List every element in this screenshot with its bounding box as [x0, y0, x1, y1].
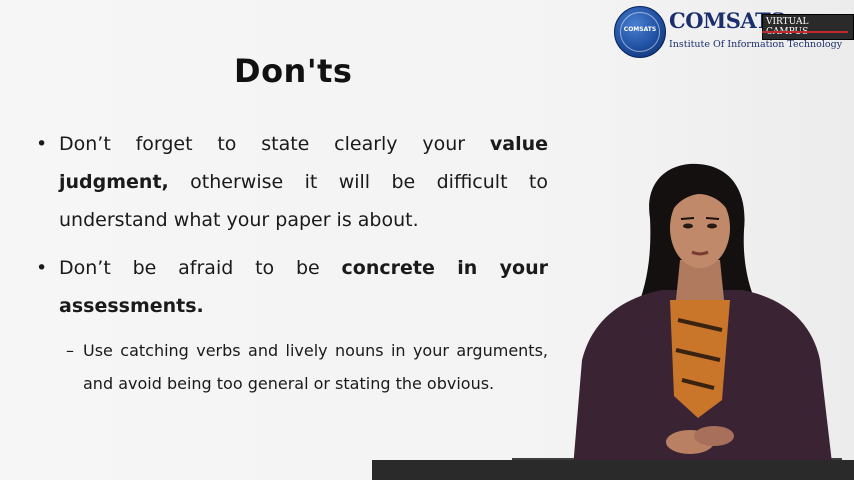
bullet-2-text: Don’t be afraid to be: [59, 257, 342, 279]
globe-icon: COMSATS: [614, 6, 666, 58]
bullet-1-text: Don’t forget to state clearly your: [59, 133, 490, 155]
bullet-1-text-after: otherwise it will be difficult to unders…: [59, 171, 548, 231]
logo-tag: VIRTUAL CAMPUS: [762, 14, 854, 40]
bullet-marker: •: [36, 257, 48, 279]
desk: [372, 460, 854, 480]
sub-bullet-marker: –: [66, 341, 74, 360]
bullet-marker: •: [36, 133, 48, 155]
bullet-2-bold: concrete in your assessments.: [59, 257, 549, 317]
bullet-2: • Don’t be afraid to be concrete in your…: [36, 249, 548, 325]
comsats-logo: COMSATS COMSATS VIRTUAL CAMPUS Institute…: [614, 4, 854, 58]
slide-title: Don'ts: [234, 52, 353, 90]
sub-bullet-1: – Use catching verbs and lively nouns in…: [66, 334, 548, 400]
logo-subtitle: Institute Of Information Technology: [669, 39, 843, 50]
presenter-figure: [572, 163, 834, 480]
sub-bullet-1-text: Use catching verbs and lively nouns in y…: [83, 341, 548, 393]
bullet-1-bold: value judgment,: [59, 133, 548, 193]
globe-label: COMSATS: [623, 26, 657, 33]
bullet-1: • Don’t forget to state clearly your val…: [36, 125, 548, 239]
logo-underline: [762, 31, 848, 33]
